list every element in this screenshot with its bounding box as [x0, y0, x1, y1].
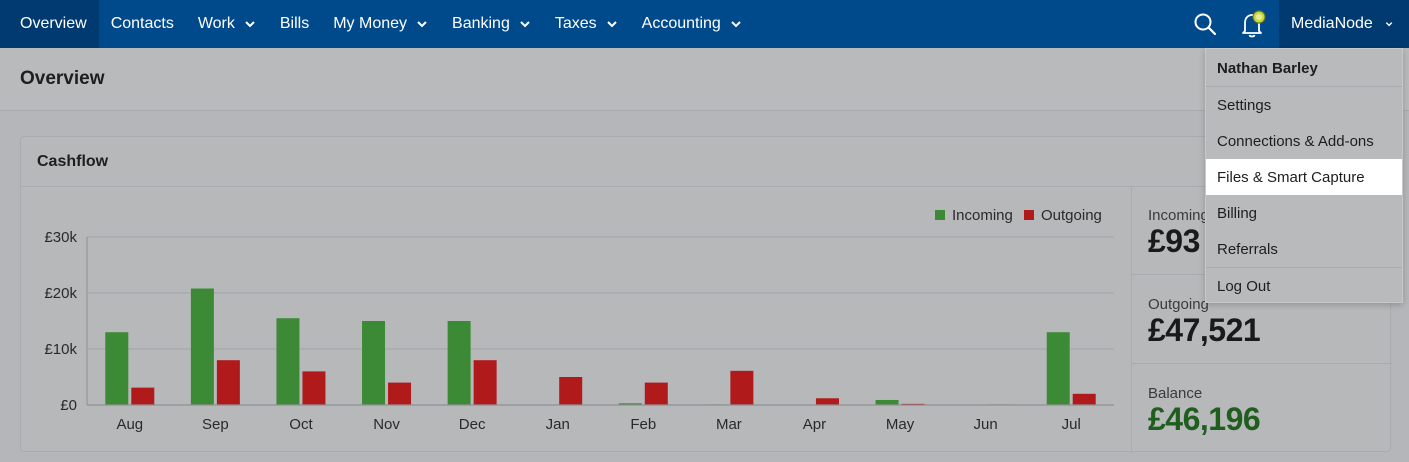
- top-nav: Overview Contacts Work Bills My Money Banking…: [0, 0, 1409, 48]
- menu-item-settings[interactable]: Settings: [1217, 96, 1272, 114]
- x-tick-label: Sep: [202, 416, 229, 433]
- bar-incoming-sep[interactable]: [190, 288, 214, 405]
- x-tick-label: Mar: [716, 416, 742, 433]
- nav-item-label: Contacts: [110, 15, 174, 32]
- notifications-button[interactable]: [1229, 0, 1277, 48]
- legend-swatch-outgoing: [1024, 210, 1034, 220]
- nav-item-label: Overview: [20, 15, 87, 32]
- nav-item-label: Banking: [452, 15, 510, 32]
- stat-label: Incoming: [1148, 207, 1209, 224]
- bar-outgoing-jan[interactable]: [559, 377, 583, 405]
- nav-item-label: My Money: [333, 15, 408, 32]
- chevron-down-icon: [731, 21, 741, 28]
- stat-value: £47,521: [1148, 312, 1261, 348]
- bar-outgoing-feb[interactable]: [644, 382, 668, 405]
- nav-right: MediaNode: [1181, 0, 1409, 48]
- page-title: Overview: [20, 68, 105, 89]
- bar-incoming-aug[interactable]: [105, 332, 129, 405]
- account-label: MediaNode: [1291, 15, 1373, 32]
- x-tick-label: Nov: [373, 416, 400, 433]
- x-tick-label: Jun: [974, 416, 998, 433]
- bar-incoming-feb[interactable]: [618, 403, 642, 405]
- nav-item-taxes[interactable]: Taxes: [543, 0, 630, 48]
- y-tick-label: £0: [60, 397, 77, 414]
- bar-outgoing-mar[interactable]: [730, 370, 754, 405]
- account-menu-button[interactable]: MediaNode: [1279, 0, 1409, 48]
- chevron-down-icon: [417, 21, 427, 28]
- search-button[interactable]: [1181, 0, 1229, 48]
- dropdown-divider: [1206, 86, 1402, 87]
- nav-items: Overview Contacts Work Bills My Money Banking…: [0, 0, 754, 48]
- bar-incoming-may[interactable]: [875, 399, 899, 405]
- stat-outgoing: Outgoing £47,521: [1132, 276, 1392, 364]
- cashflow-chart: £0 £10k £20k £30k Aug Sep Oct Nov Dec Jan Feb Mar Ap…: [21, 187, 1131, 453]
- x-tick-label: Dec: [459, 416, 486, 433]
- legend-label-incoming: Incoming: [952, 207, 1013, 224]
- x-tick-label: Aug: [116, 416, 143, 433]
- x-tick-label: Oct: [289, 416, 313, 433]
- chevron-down-icon: [1385, 22, 1393, 27]
- nav-item-banking[interactable]: Banking: [440, 0, 543, 48]
- card-header: Cashflow: [21, 137, 1390, 187]
- menu-item-connections[interactable]: Connections & Add-ons: [1217, 132, 1374, 150]
- bar-incoming-dec[interactable]: [447, 321, 471, 405]
- legend-swatch-incoming: [935, 210, 945, 220]
- nav-item-my-money[interactable]: My Money: [321, 0, 440, 48]
- bar-outgoing-aug[interactable]: [131, 387, 155, 405]
- x-tick-label: Feb: [630, 416, 656, 433]
- chevron-down-icon: [606, 21, 617, 28]
- stat-label: Outgoing: [1148, 296, 1209, 313]
- bar-outgoing-apr[interactable]: [815, 398, 839, 405]
- bar-incoming-nov[interactable]: [362, 321, 386, 405]
- menu-item-billing[interactable]: Billing: [1217, 204, 1258, 222]
- x-tick-label: May: [886, 416, 915, 433]
- cashflow-card: Cashflow £0 £10k £20k £30k Aug Sep Oct Nov Dec Ja…: [20, 136, 1392, 453]
- bar-outgoing-dec[interactable]: [473, 360, 497, 405]
- stats-panel: Incoming £93 Outgoing £47,521 Balance £4…: [1131, 187, 1392, 453]
- menu-item-files[interactable]: Files & Smart Capture: [1206, 159, 1402, 195]
- stat-balance: Balance £46,196: [1132, 365, 1392, 453]
- bar-outgoing-jul[interactable]: [1072, 393, 1096, 405]
- nav-item-label: Accounting: [641, 15, 721, 32]
- legend-label-outgoing: Outgoing: [1041, 207, 1102, 224]
- nav-item-label: Work: [197, 15, 235, 32]
- chevron-down-icon: [520, 21, 530, 28]
- x-tick-label: Jul: [1062, 416, 1081, 433]
- bar-outgoing-nov[interactable]: [388, 382, 412, 405]
- y-tick-label: £10k: [44, 341, 77, 358]
- dropdown-user-name: Nathan Barley: [1217, 59, 1318, 77]
- chevron-down-icon: [245, 21, 255, 28]
- nav-item-accounting[interactable]: Accounting: [630, 0, 754, 48]
- stat-value: £93: [1148, 223, 1200, 259]
- card-title: Cashflow: [37, 153, 109, 170]
- menu-item-referrals[interactable]: Referrals: [1217, 240, 1278, 258]
- chart-svg: £0 £10k £20k £30k Aug Sep Oct Nov Dec Jan Feb Mar Ap…: [44, 207, 1114, 433]
- search-icon: [1194, 13, 1217, 36]
- bar-incoming-jul[interactable]: [1046, 332, 1070, 405]
- menu-item-logout[interactable]: Log Out: [1217, 277, 1271, 295]
- nav-item-work[interactable]: Work: [186, 0, 268, 48]
- x-tick-label: Jan: [546, 416, 570, 433]
- y-tick-label: £30k: [44, 229, 77, 246]
- bar-outgoing-oct[interactable]: [302, 371, 326, 405]
- nav-item-overview[interactable]: Overview: [0, 0, 99, 48]
- bar-incoming-oct[interactable]: [276, 318, 300, 405]
- stat-value: £46,196: [1148, 401, 1261, 437]
- page-header: Overview: [0, 48, 1409, 111]
- bar-outgoing-sep[interactable]: [216, 360, 240, 405]
- nav-item-contacts[interactable]: Contacts: [99, 0, 186, 48]
- bell-icon: [1242, 10, 1266, 38]
- dropdown-divider: [1206, 267, 1402, 268]
- nav-item-label: Taxes: [554, 15, 597, 32]
- nav-item-label: Bills: [279, 15, 310, 32]
- y-tick-label: £20k: [44, 285, 77, 302]
- x-tick-label: Apr: [803, 416, 826, 433]
- stat-label: Balance: [1148, 385, 1203, 402]
- account-dropdown: Nathan Barley Settings Connections & Add…: [1205, 48, 1403, 303]
- nav-item-bills[interactable]: Bills: [268, 0, 321, 48]
